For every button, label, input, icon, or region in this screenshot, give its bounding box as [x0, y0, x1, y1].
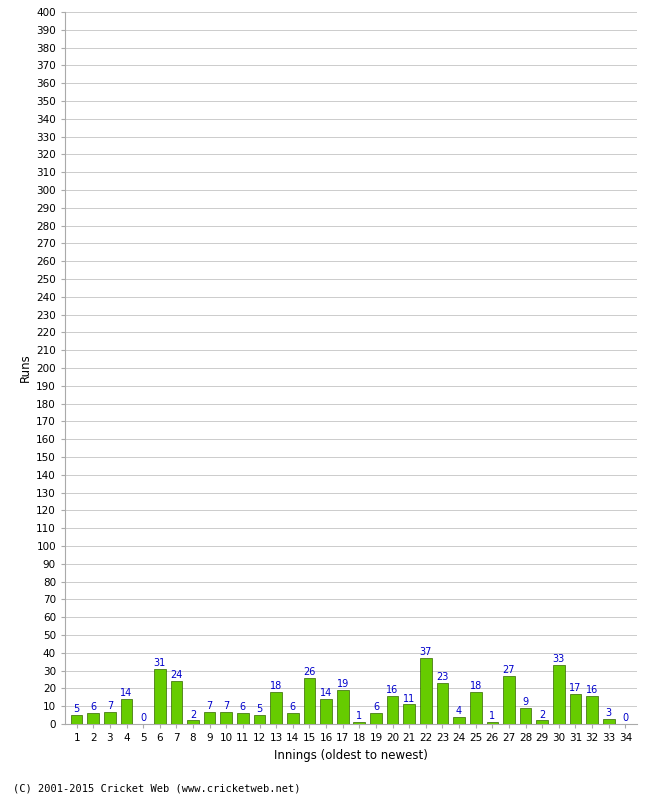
Text: (C) 2001-2015 Cricket Web (www.cricketweb.net): (C) 2001-2015 Cricket Web (www.cricketwe… [13, 784, 300, 794]
Text: 27: 27 [502, 665, 515, 675]
Text: 24: 24 [170, 670, 183, 680]
Text: 37: 37 [420, 647, 432, 658]
Bar [320, 699, 332, 724]
Bar [270, 692, 282, 724]
Text: 6: 6 [290, 702, 296, 713]
Text: 23: 23 [436, 672, 448, 682]
Text: 0: 0 [140, 713, 146, 723]
Text: 6: 6 [373, 702, 379, 713]
Text: 16: 16 [387, 685, 398, 694]
Bar [520, 708, 532, 724]
Bar [88, 714, 99, 724]
Text: 16: 16 [586, 685, 598, 694]
Text: 7: 7 [207, 701, 213, 710]
Bar [304, 678, 315, 724]
Text: 7: 7 [223, 701, 229, 710]
Y-axis label: Runs: Runs [19, 354, 32, 382]
Bar [387, 695, 398, 724]
Text: 19: 19 [337, 679, 349, 690]
Text: 14: 14 [320, 688, 332, 698]
Text: 6: 6 [240, 702, 246, 713]
Bar [404, 705, 415, 724]
Text: 11: 11 [403, 694, 415, 703]
Bar [254, 715, 265, 724]
Text: 17: 17 [569, 683, 582, 693]
Text: 18: 18 [469, 681, 482, 691]
Bar [354, 722, 365, 724]
Bar [370, 714, 382, 724]
Bar [154, 669, 166, 724]
Text: 2: 2 [539, 710, 545, 719]
Bar [71, 715, 83, 724]
Bar [420, 658, 432, 724]
Bar [486, 722, 498, 724]
Bar [470, 692, 482, 724]
Text: 4: 4 [456, 706, 462, 716]
Bar [237, 714, 249, 724]
Text: 33: 33 [552, 654, 565, 664]
Text: 9: 9 [523, 697, 528, 707]
Text: 1: 1 [356, 711, 363, 722]
Text: 26: 26 [304, 667, 316, 677]
Text: 14: 14 [120, 688, 133, 698]
Text: 31: 31 [153, 658, 166, 668]
Bar [553, 666, 565, 724]
Bar [503, 676, 515, 724]
Bar [536, 721, 548, 724]
Bar [170, 682, 182, 724]
Bar [220, 711, 232, 724]
Bar [204, 711, 216, 724]
Bar [187, 721, 199, 724]
Bar [569, 694, 581, 724]
Text: 5: 5 [73, 704, 80, 714]
Text: 2: 2 [190, 710, 196, 719]
Text: 7: 7 [107, 701, 113, 710]
Text: 6: 6 [90, 702, 96, 713]
Text: 18: 18 [270, 681, 282, 691]
Bar [121, 699, 133, 724]
Bar [104, 711, 116, 724]
Bar [337, 690, 348, 724]
Text: 0: 0 [622, 713, 629, 723]
Bar [453, 717, 465, 724]
Bar [437, 683, 448, 724]
Bar [603, 718, 614, 724]
Text: 1: 1 [489, 711, 495, 722]
Bar [287, 714, 298, 724]
Text: 5: 5 [256, 704, 263, 714]
Text: 3: 3 [606, 708, 612, 718]
X-axis label: Innings (oldest to newest): Innings (oldest to newest) [274, 749, 428, 762]
Bar [586, 695, 598, 724]
